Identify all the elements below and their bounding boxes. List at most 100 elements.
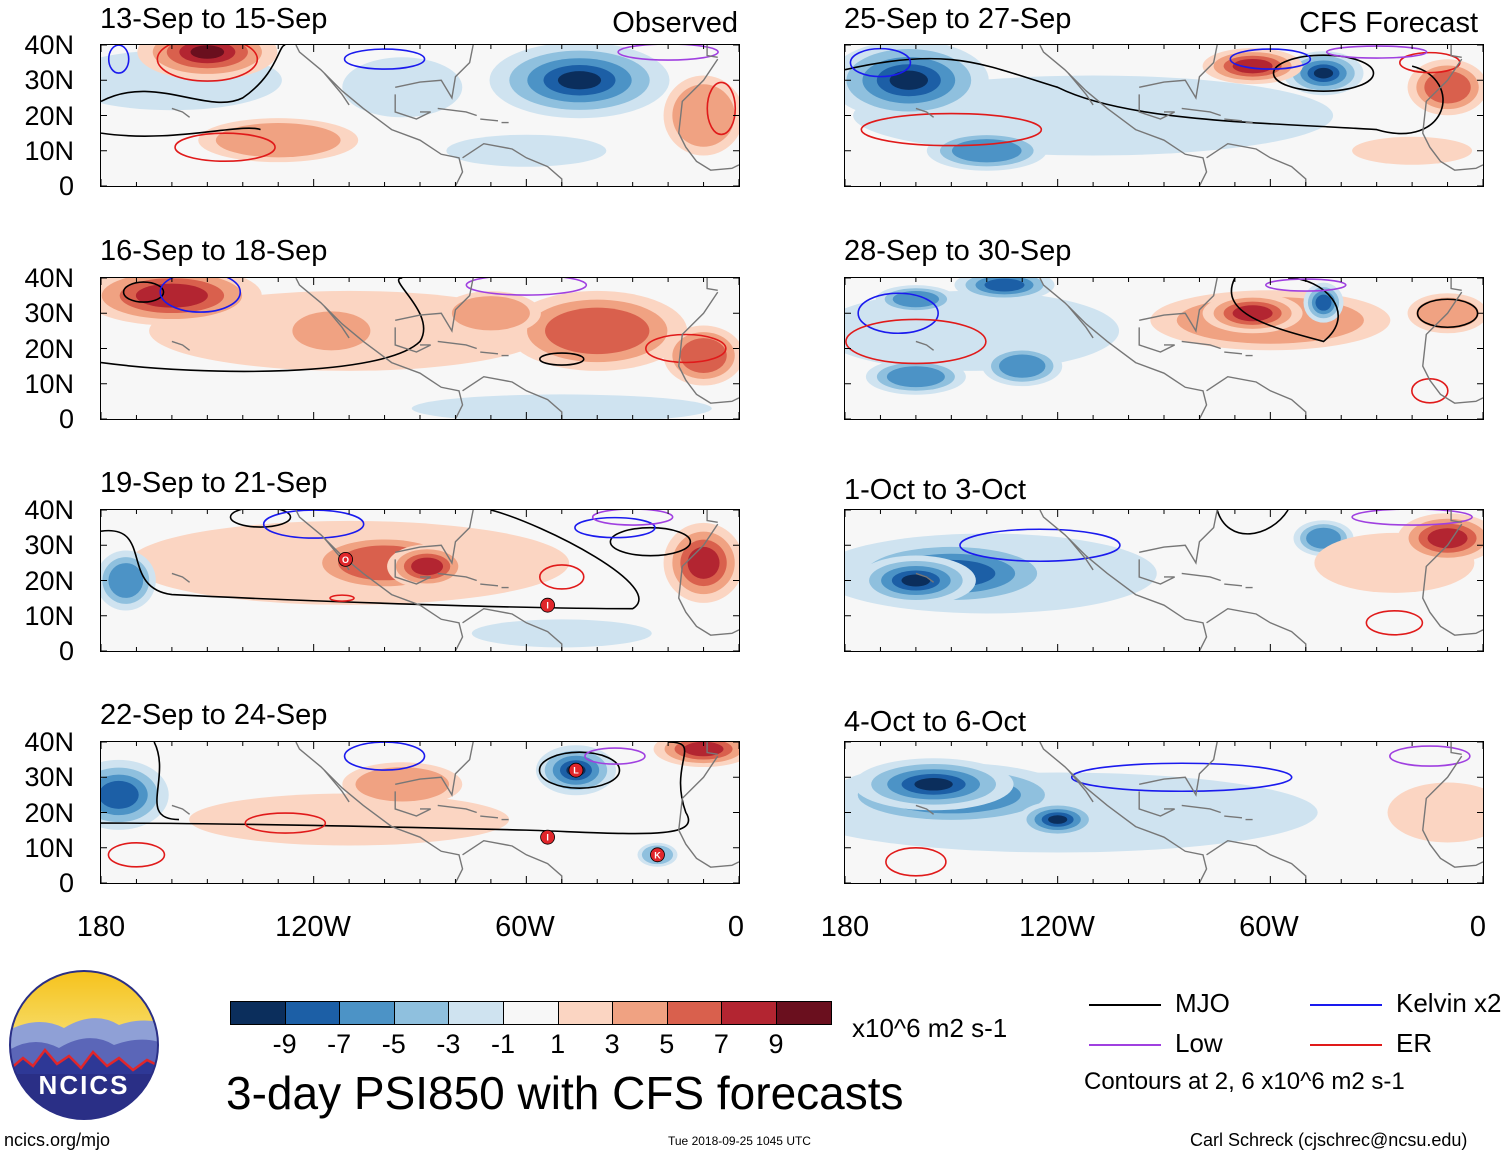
lon-label-60w-right: 60W [1239,911,1299,943]
coast-iberia [706,45,718,59]
colorbar-tick-label: -3 [436,1029,461,1059]
psi-anomaly-blob [1048,815,1068,824]
colorbar-tick-label: 7 [713,1029,729,1059]
psi-anomaly-blob [342,57,463,118]
coast-south-america [462,375,563,419]
coast-baja [1067,72,1094,106]
axis-ticks [101,278,739,419]
psi-anomaly-blob [683,742,724,757]
legend-label: ER [1396,1028,1433,1058]
lat-label: 0 [58,171,74,201]
contour-line [538,751,621,790]
caribbean-islands [1181,107,1253,124]
coast-west [295,45,464,186]
coastlines [915,742,1483,883]
psi-anomaly-blob [446,134,607,167]
psi-anomaly-blob [135,283,208,308]
map-canvas [101,45,739,186]
colorbar-tick-label: 1 [550,1029,566,1059]
coast-west [1039,278,1208,419]
panel-observed-4: L I K [100,741,740,884]
storm-circle [338,551,353,567]
colorbar-swatch [393,1001,450,1025]
logo-text: NCICS [39,1070,130,1100]
coast-gulf [394,510,474,585]
observed-label: Observed [612,7,738,39]
hawaii-islands [171,804,191,815]
lon-label-0-right: 0 [1469,911,1487,943]
map-canvas [845,278,1483,419]
contour-line [107,842,166,868]
coastlines [915,278,1483,419]
psi-anomaly-blob [1306,527,1341,549]
psi-anomaly-blob [1424,71,1471,104]
psi-anomaly-blob [984,278,1025,292]
storm-marker-icon: O [338,551,353,567]
colorbar-swatch [448,1001,504,1025]
psi-anomaly-blob [999,354,1046,378]
lat-label: 40N [24,263,74,293]
coast-south-america [1206,142,1307,186]
psi-anomaly-blob [557,71,602,90]
psi-anomaly-blob [215,123,341,158]
contour-line [860,112,1043,147]
coastlines [915,45,1483,186]
contour-line [609,526,692,557]
lat-label: 0 [58,636,74,666]
coast-baja [323,72,350,106]
footer-credit: Carl Schreck (cjschrec@ncsu.edu) [1190,1130,1468,1150]
footer-url[interactable]: ncics.org/mjo [4,1130,111,1150]
lat-label: 40N [24,30,74,60]
coast-iberia [1450,45,1462,59]
map-canvas [845,45,1483,186]
axis-ticks [101,742,739,883]
hawaii-islands [915,340,935,351]
coast-iberia [1450,742,1462,756]
contour-line [1272,54,1375,93]
coast-west [295,742,464,883]
coast-gulf [1138,45,1218,120]
lon-label-180-left: 180 [76,911,126,943]
colorbar-tick-label: 3 [604,1029,620,1059]
contour-line [706,81,737,136]
panel-title: 28-Sep to 30-Sep [844,235,1072,267]
contour-line [329,594,355,602]
coast-south-america [462,142,563,186]
axis-ticks [101,45,739,186]
psi-anomaly-blob [687,546,720,579]
coast-gulf [1138,510,1218,585]
coast-south-america [462,607,563,651]
coast-baja [323,305,350,339]
legend-line [1089,1044,1161,1046]
map-frame [100,277,740,420]
psi-anomaly-blob [190,45,225,59]
contour-line [1216,510,1289,535]
coastlines [915,510,1483,651]
axis-ticks [101,510,739,651]
lat-label: 10N [24,832,74,863]
panel-title: 13-Sep to 15-Sep [100,3,328,35]
colorbar-tick-label: -5 [381,1029,406,1059]
panel-observed-2 [100,277,740,420]
coast-west [1039,742,1208,883]
lat-label: 20N [24,333,74,364]
coast-africa [1422,291,1483,404]
lat-label: 30N [24,298,74,329]
footer-timestamp: Tue 2018-09-25 1045 UTC [668,1134,811,1148]
colorbar-tick-label: 9 [768,1029,784,1059]
coast-gulf [394,278,474,353]
contour-line [101,45,286,104]
lat-label: 30N [24,530,74,561]
storm-marker-icon: K [650,847,665,863]
legend-note: Contours at 2, 6 x10^6 m2 s-1 [1084,1068,1405,1095]
lat-label: 0 [58,404,74,434]
lat-label: 10N [24,600,74,631]
coast-africa [1422,58,1483,171]
coast-baja [1067,537,1094,571]
lat-label: 40N [24,727,74,757]
coast-africa [1422,755,1483,868]
lat-label: 20N [24,797,74,828]
contour-line [465,278,588,296]
storm-circle [540,829,556,845]
